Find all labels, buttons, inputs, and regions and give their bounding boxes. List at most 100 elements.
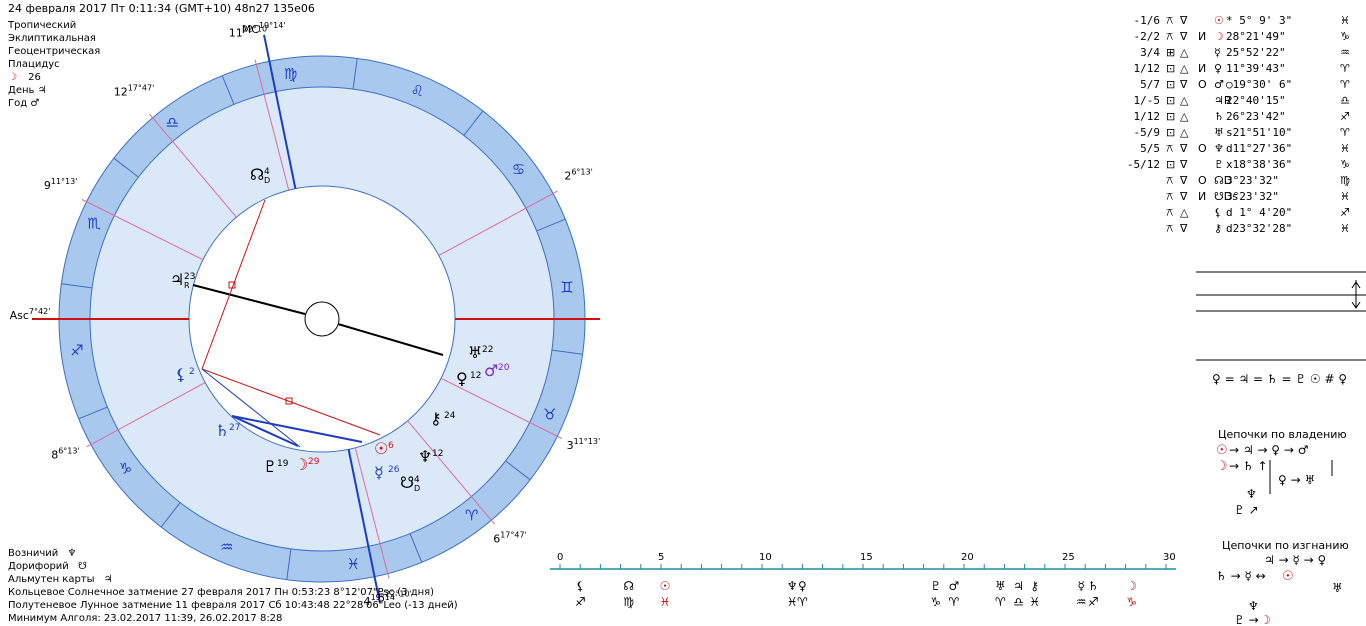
- aspect-line-jupiter-center: [192, 284, 306, 315]
- timeline-planet-icon[interactable]: ☿: [1077, 579, 1084, 593]
- aspect-sign: ♑: [1340, 158, 1350, 171]
- aspect-sign: ♐: [1340, 110, 1350, 123]
- timeline-sign-icon: ♓: [660, 595, 671, 609]
- aspect-pos: ○19°30' 6": [1226, 78, 1293, 91]
- aspect-sign: ♒: [1340, 46, 1350, 59]
- house-cusp-line: [86, 382, 206, 448]
- aspect-row: 5/5 ⚻ ∇ О ♆ d11°27'36" ♓: [1120, 142, 1360, 158]
- timeline-sign-icon: ♈: [995, 595, 1006, 609]
- aspect-sign: ♓: [1340, 222, 1350, 235]
- planet-degree-label: 23: [184, 272, 195, 282]
- natal-chart-wheel[interactable]: ♈♉♊♋♌♍♎♏♐♑♒♓ MC19°14'911°13'86°13'77°42'…: [0, 0, 600, 626]
- aspect-pos: 25°52'22": [1226, 46, 1286, 59]
- timeline-planet-icon[interactable]: ♃: [1013, 579, 1024, 593]
- aspect-sym3: И: [1198, 62, 1207, 75]
- aspect-sym2: ∇: [1180, 142, 1188, 155]
- aspect-sym2: ∇: [1180, 222, 1188, 235]
- aspect-pos: x18°38'36": [1226, 158, 1293, 171]
- timeline-tick-label: 10: [759, 552, 772, 563]
- planet-icon[interactable]: ☊: [250, 165, 264, 184]
- sign-boundary: [536, 218, 566, 232]
- aspect-sign: ♈: [1340, 62, 1350, 75]
- day-label: День: [8, 85, 35, 96]
- moon-day-number: 26: [28, 72, 41, 83]
- year-ruler: Год ♂: [8, 98, 39, 109]
- moon-icon: ☽: [1260, 613, 1271, 626]
- planet-icon[interactable]: ☽: [294, 455, 308, 474]
- aspect-ratio: -2/2: [1133, 30, 1161, 43]
- svg-text:♆: ♆: [1248, 599, 1259, 613]
- neptune-icon: ♆: [67, 548, 77, 559]
- aspect-row: ⚻ ∇ И ☋Ds 3°23'32" ♓: [1120, 190, 1360, 206]
- aspect-line-node-lilith: [201, 199, 266, 370]
- solar-eclipse: Кольцевое Солнечное затмение 27 февраля …: [8, 587, 435, 598]
- svg-text:♇ →: ♇ →: [1234, 613, 1259, 626]
- aspect-planet: ♅: [1214, 126, 1224, 139]
- planet-icon[interactable]: ♄: [215, 421, 229, 440]
- planet-icon[interactable]: ☋: [400, 473, 414, 492]
- house-cusp-line: [354, 447, 390, 579]
- zodiac-sign-icon: ♒: [220, 538, 233, 556]
- sun-icon: ☉: [1216, 443, 1228, 458]
- aspect-sign: ♓: [1340, 142, 1350, 155]
- timeline-planet-icon[interactable]: ⚸: [576, 579, 585, 593]
- svg-text:♃ → ☿ → ♀: ♃ → ☿ → ♀: [1264, 553, 1326, 567]
- degree-timeline[interactable]: ⚸♐☊♍☉♓♆♓♀♈♇♑♂♈♅♈♃♎⚷♓☿♒♄♐☽♑: [550, 562, 1180, 622]
- house-cusp-line: [407, 420, 495, 525]
- aspect-sym2: △: [1180, 126, 1189, 139]
- timeline-planet-icon[interactable]: ☽: [1126, 579, 1137, 593]
- aspect-sym2: ∇: [1180, 158, 1188, 171]
- planet-icon[interactable]: ☿: [374, 463, 384, 482]
- timeline-sign-icon: ♈: [949, 595, 960, 609]
- aspect-pos: 22°40'15": [1226, 94, 1286, 107]
- jupiter-icon: ♃: [37, 85, 47, 96]
- aspect-line-saturn-mercury: [231, 415, 363, 443]
- aspect-sym2: ∇: [1180, 174, 1188, 187]
- aspect-ratio: -1/6: [1133, 14, 1161, 27]
- timeline-planet-icon[interactable]: ♂: [949, 579, 960, 593]
- timeline-planet-icon[interactable]: ♇: [930, 579, 941, 593]
- planet-icon[interactable]: ⚸: [175, 365, 187, 384]
- zodiac-sign-icon: ♌: [411, 82, 424, 100]
- planet-sub-label: D: [414, 484, 420, 493]
- aspect-pos: * 5° 9' 3": [1226, 14, 1293, 27]
- timeline-planet-icon[interactable]: ☊: [623, 579, 634, 593]
- zodiac-sign-icon: ♏: [87, 215, 101, 233]
- timeline-planet-icon[interactable]: ♄: [1088, 579, 1099, 593]
- aspect-planet: ☽: [1214, 30, 1224, 43]
- timeline-planet-icon[interactable]: ♆: [787, 579, 798, 593]
- planet-icon[interactable]: ♃: [170, 270, 184, 289]
- aspect-pos: 28°21'49": [1226, 30, 1286, 43]
- timeline-tick-label: 20: [961, 552, 974, 563]
- zodiac-sign-icon: ♈: [465, 506, 478, 524]
- planet-icon[interactable]: ♅: [468, 343, 482, 362]
- equation: ♀ = ♃ = ♄ = ♇ ☉ # ♀: [1212, 372, 1348, 386]
- aspect-planet: ♀: [1214, 62, 1223, 75]
- timeline-planet-icon[interactable]: ♀: [798, 579, 807, 593]
- planet-icon[interactable]: ♆: [418, 447, 432, 466]
- aspect-sign: ♍: [1340, 174, 1350, 187]
- center-type: Геоцентрическая: [8, 46, 101, 57]
- aspect-sym1: ⚻: [1166, 142, 1174, 155]
- rule-lines: [1196, 271, 1366, 361]
- coordinate-system: Эклиптикальная: [8, 33, 96, 44]
- planet-icon[interactable]: ♇: [263, 457, 277, 476]
- aspect-row: -5/9 ⊡ △ ♅ s21°51'10" ♈: [1120, 126, 1360, 142]
- house-cusp-line: [81, 199, 204, 261]
- planet-icon[interactable]: ☉: [374, 439, 388, 458]
- chart-header: 24 февраля 2017 Пт 0:11:34 (GMT+10) 48n2…: [8, 2, 315, 15]
- zodiac-sign-icon: ♊: [560, 279, 573, 297]
- planet-icon[interactable]: ♂: [484, 361, 498, 380]
- aspect-sym2: ∇: [1180, 30, 1188, 43]
- timeline-planet-icon[interactable]: ☉: [660, 579, 671, 593]
- aspect-sym1: ⊡: [1166, 158, 1176, 171]
- house-system: Плацидус: [8, 59, 60, 70]
- planet-icon[interactable]: ⚷: [430, 409, 442, 428]
- aspect-row: ⚻ ∇ ⚷ d23°32'28" ♓: [1120, 222, 1360, 238]
- house-cusp-label: 26°13': [564, 168, 592, 183]
- timeline-sign-icon: ♓: [787, 595, 798, 609]
- timeline-planet-icon[interactable]: ⚷: [1030, 579, 1039, 593]
- timeline-planet-icon[interactable]: ♅: [995, 579, 1006, 593]
- planet-icon[interactable]: ♀: [456, 369, 468, 388]
- aspect-line-saturn-moon: [231, 415, 299, 447]
